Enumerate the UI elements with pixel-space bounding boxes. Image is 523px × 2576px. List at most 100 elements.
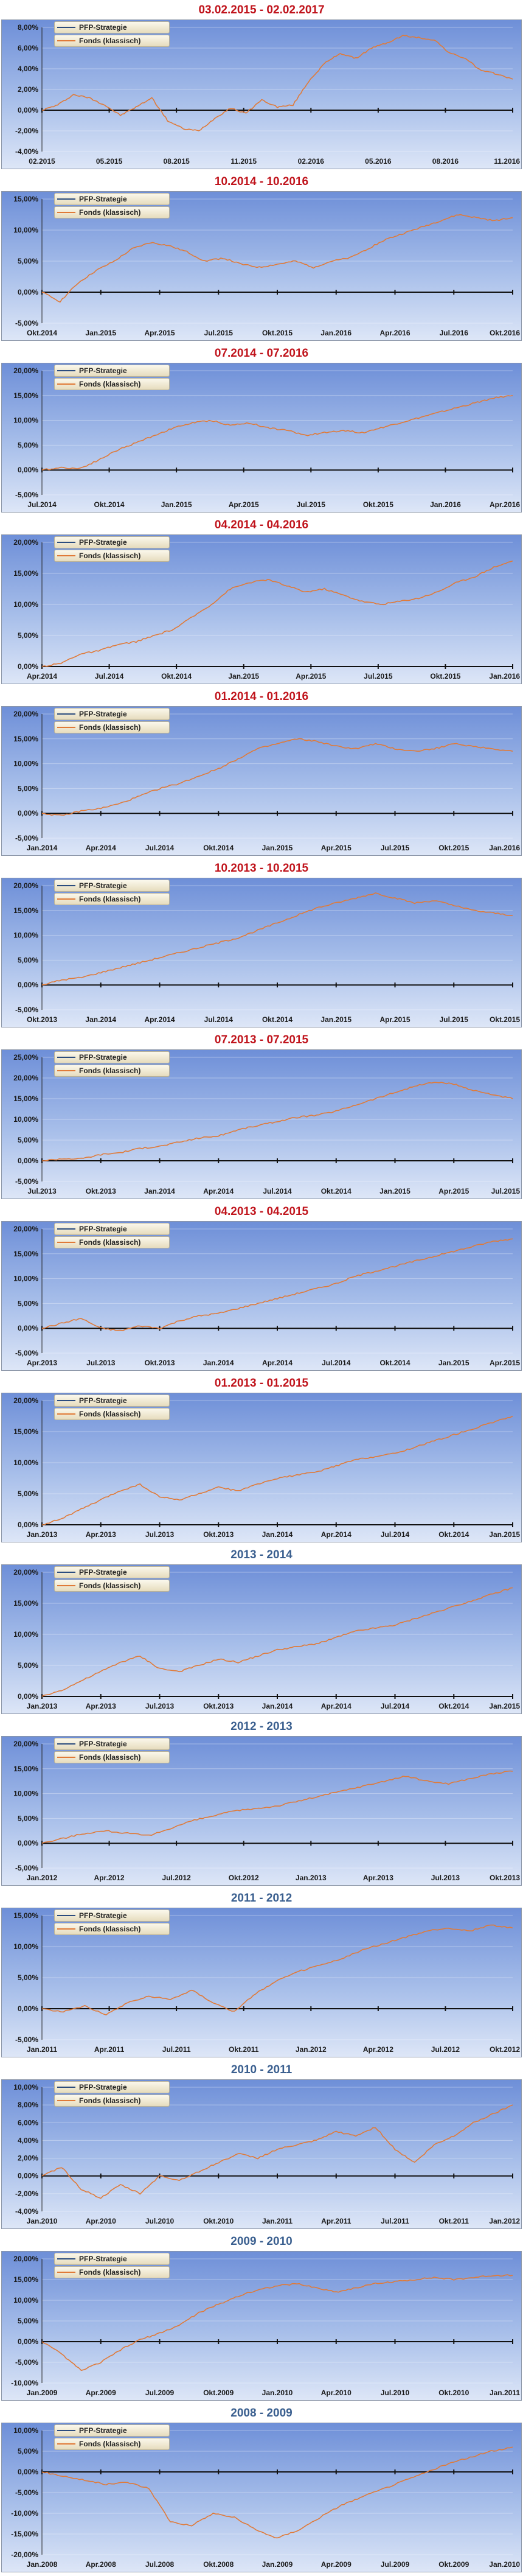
y-tick-label: -5,00% xyxy=(15,491,38,499)
x-tick-label: Jan.2010 xyxy=(489,2560,520,2569)
legend-swatch xyxy=(57,2430,75,2431)
series-line-fonds xyxy=(41,214,513,303)
chart-area: 20,00% 15,00% 10,00% 5,00% 0,00% -5,00% -10,00… xyxy=(1,2251,522,2401)
legend-label: Fonds (klassisch) xyxy=(79,551,141,560)
y-tick-label: 0,00% xyxy=(18,1839,38,1847)
chart-title: 07.2014 - 07.2016 xyxy=(214,347,309,360)
legend-swatch xyxy=(57,370,75,371)
x-tick-label: Okt.2015 xyxy=(490,1015,520,1024)
line-chart: 20,00% 15,00% 10,00% 5,00% 0,00%Jan.2013 Apr.… xyxy=(13,1396,520,1539)
y-tick-label: -5,00% xyxy=(15,2358,38,2367)
chart-title: 10.2014 - 10.2016 xyxy=(214,175,309,188)
x-tick-label: Apr.2013 xyxy=(27,1359,57,1367)
legend: PFP-Strategie Fonds (klassisch) xyxy=(54,1051,176,1077)
legend-item-fund: Fonds (klassisch) xyxy=(54,378,170,390)
legend-item-fund: Fonds (klassisch) xyxy=(54,1923,170,1935)
y-tick-label: 2,00% xyxy=(18,2154,38,2163)
x-tick-label: Okt.2014 xyxy=(27,329,57,337)
chart-panel: 07.2013 - 07.2015 25,00% 20,00% 15,00% 10,00… xyxy=(0,1030,523,1202)
chart-panel: 2009 - 2010 20,00% 15,00% 10,00% 5,00% 0,00% -… xyxy=(0,2231,523,2403)
y-tick-label: 10,00% xyxy=(13,2426,38,2435)
legend-label: Fonds (klassisch) xyxy=(79,1238,141,1247)
x-tick-label: Apr.2016 xyxy=(490,500,520,509)
line-chart: 20,00% 15,00% 10,00% 5,00% 0,00% -5,00% Apr.20… xyxy=(13,1225,520,1367)
x-tick-label: Jul.2015 xyxy=(297,500,326,509)
y-tick-label: 15,00% xyxy=(13,1094,38,1103)
y-tick-label: 5,00% xyxy=(18,1661,38,1670)
x-tick-label: Jan.2011 xyxy=(262,2217,293,2225)
legend-label: PFP-Strategie xyxy=(79,2083,127,2091)
y-tick-label: -20,00% xyxy=(11,2550,38,2559)
legend-label: Fonds (klassisch) xyxy=(79,37,141,45)
chart-panel: 2012 - 2013 20,00% 15,00% 10,00% 5,00% 0,00% -… xyxy=(0,1717,523,1888)
legend: PFP-Strategie Fonds (klassisch) xyxy=(54,1566,176,1592)
series-line-fonds xyxy=(41,1082,513,1161)
line-chart: 15,00% 10,00% 5,00% 0,00% -5,00%Jan.2011 Apr.… xyxy=(13,1911,520,2054)
x-tick-label: Apr.2014 xyxy=(86,844,116,852)
y-tick-label: 5,00% xyxy=(18,1489,38,1498)
x-tick-label: Jan.2011 xyxy=(490,2389,520,2397)
x-tick-label: Okt.2013 xyxy=(203,1702,234,1710)
legend-item-strategy: PFP-Strategie xyxy=(54,1223,170,1235)
legend-item-strategy: PFP-Strategie xyxy=(54,708,170,720)
legend: PFP-Strategie Fonds (klassisch) xyxy=(54,21,176,47)
x-tick-label: Apr.2012 xyxy=(363,2045,393,2054)
x-tick-label: Apr.2015 xyxy=(229,500,259,509)
y-tick-label: -5,00% xyxy=(15,1177,38,1186)
legend-label: Fonds (klassisch) xyxy=(79,2268,141,2277)
x-tick-label: Jul.2012 xyxy=(431,2045,460,2054)
legend-swatch xyxy=(57,212,75,213)
y-tick-label: 6,00% xyxy=(18,44,38,52)
legend-label: Fonds (klassisch) xyxy=(79,380,141,388)
legend-label: PFP-Strategie xyxy=(79,195,127,203)
legend-label: Fonds (klassisch) xyxy=(79,2440,141,2448)
x-tick-label: Jan.2013 xyxy=(27,1530,58,1539)
chart-area: 15,00% 10,00% 5,00% 0,00% -5,00% Okt.2014 Jan.… xyxy=(1,191,522,341)
legend-item-fund: Fonds (klassisch) xyxy=(54,893,170,905)
y-tick-label: 25,00% xyxy=(13,1053,38,1062)
y-tick-label: 15,00% xyxy=(13,391,38,400)
y-tick-label: 0,00% xyxy=(18,809,38,817)
x-tick-label: Apr.2008 xyxy=(86,2560,116,2569)
series-line-fonds xyxy=(41,1770,513,1844)
y-tick-label: -5,00% xyxy=(15,2035,38,2044)
x-tick-label: 11.2016 xyxy=(494,157,520,166)
y-tick-label: 4,00% xyxy=(18,65,38,73)
x-tick-label: Okt.2014 xyxy=(161,672,192,681)
legend: PFP-Strategie Fonds (klassisch) xyxy=(54,2424,176,2450)
y-tick-label: -5,00% xyxy=(15,1006,38,1014)
y-tick-label: 20,00% xyxy=(13,1568,38,1577)
x-tick-label: Apr.2015 xyxy=(379,1015,410,1024)
x-tick-label: Jan.2015 xyxy=(262,844,293,852)
legend: PFP-Strategie Fonds (klassisch) xyxy=(54,880,176,905)
legend-label: Fonds (klassisch) xyxy=(79,208,141,217)
x-tick-label: Apr.2015 xyxy=(438,1187,469,1195)
y-tick-label: 0,00% xyxy=(18,466,38,474)
x-tick-label: Jul.2014 xyxy=(263,1187,292,1195)
x-tick-label: 08.2016 xyxy=(432,157,459,166)
chart-area: 25,00% 20,00% 15,00% 10,00% 5,00% 0,00% -5,00%… xyxy=(1,1049,522,1199)
x-tick-label: Okt.2010 xyxy=(438,2389,469,2397)
chart-title: 2009 - 2010 xyxy=(230,2235,293,2248)
series-line-fonds xyxy=(41,1924,513,2016)
x-tick-label: Jan.2016 xyxy=(320,329,352,337)
x-tick-label: Apr.2014 xyxy=(321,1702,352,1710)
x-tick-label: Jul.2014 xyxy=(381,1530,410,1539)
x-tick-label: 05.2016 xyxy=(365,157,392,166)
x-tick-label: Jan.2013 xyxy=(27,1702,58,1710)
y-tick-label: 20,00% xyxy=(13,1225,38,1233)
x-tick-label: Jul.2015 xyxy=(364,672,393,681)
y-tick-label: 10,00% xyxy=(13,416,38,425)
y-tick-label: 20,00% xyxy=(13,1396,38,1405)
y-tick-label: 10,00% xyxy=(13,600,38,609)
x-tick-label: Jul.2009 xyxy=(145,2389,175,2397)
x-tick-label: 02.2016 xyxy=(298,157,325,166)
x-tick-label: Okt.2009 xyxy=(438,2560,469,2569)
legend-swatch xyxy=(57,2100,75,2101)
x-tick-label: Jan.2012 xyxy=(27,1874,58,1882)
x-tick-label: Apr.2015 xyxy=(296,672,326,681)
legend-label: PFP-Strategie xyxy=(79,881,127,890)
x-tick-label: Jan.2010 xyxy=(27,2217,58,2225)
y-tick-label: 20,00% xyxy=(13,1074,38,1082)
y-tick-label: 20,00% xyxy=(13,538,38,547)
